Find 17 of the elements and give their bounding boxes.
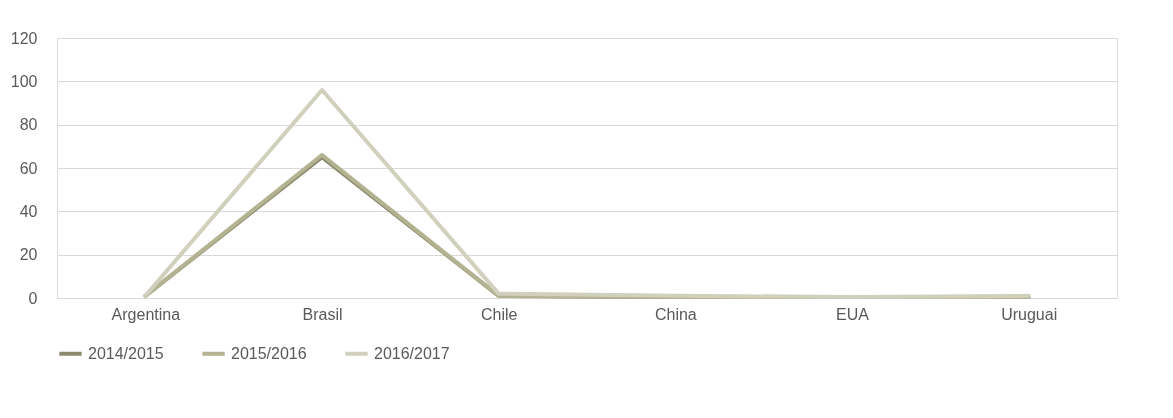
y-tick-label: 100 <box>10 72 38 90</box>
x-tick-label: China <box>654 305 697 323</box>
y-tick-label: 120 <box>10 29 38 47</box>
x-tick-label: Argentina <box>111 305 181 323</box>
y-tick-label: 80 <box>19 116 38 134</box>
legend-label: 2015/2016 <box>231 344 307 362</box>
y-tick-label: 40 <box>19 202 38 220</box>
x-tick-label: EUA <box>836 305 870 323</box>
legend-label: 2014/2015 <box>88 344 164 362</box>
y-tick-label: 20 <box>19 246 38 264</box>
x-tick-label: Brasil <box>302 305 343 323</box>
y-tick-label: 0 <box>28 289 38 307</box>
x-tick-label: Chile <box>480 305 518 323</box>
line-series <box>143 88 1031 299</box>
x-tick-label: Uruguai <box>1001 305 1058 323</box>
y-tick-label: 60 <box>19 159 38 177</box>
legend-label: 2016/2017 <box>374 344 450 362</box>
